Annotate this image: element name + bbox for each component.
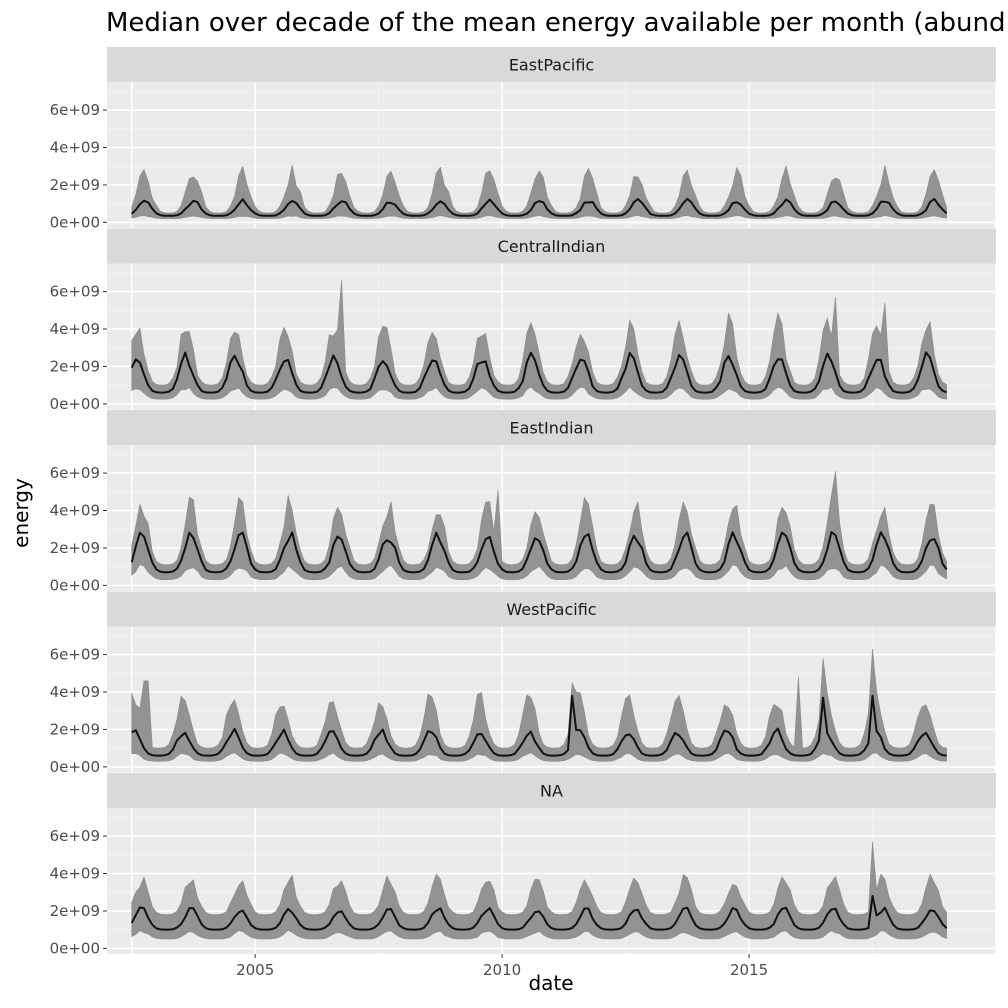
y-axis-title: energy [9, 478, 33, 548]
y-tick-label: 2e+09 [50, 902, 100, 920]
panel-eastindian: EastIndian 0e+00 2e+09 4e+09 6e+09 [50, 410, 997, 594]
y-tick-label: 0e+00 [50, 758, 100, 776]
panel-westpacific: WestPacific 0e+00 2e+09 4e+09 6e+09 [50, 591, 997, 776]
median-line [130, 531, 948, 574]
facet-strip [107, 410, 996, 445]
y-tick-label: 0e+00 [50, 939, 100, 957]
x-tick-label: 2015 [730, 961, 768, 979]
y-tick-label: 6e+09 [50, 464, 100, 482]
facet-strip [107, 773, 996, 808]
y-tick-label: 4e+09 [50, 683, 100, 701]
y-tick-label: 4e+09 [50, 865, 100, 883]
x-tick-label: 2010 [483, 961, 521, 979]
facet-strip-label: CentralIndian [498, 237, 606, 256]
facet-strip-label: EastPacific [509, 56, 594, 75]
ribbon-area [131, 280, 947, 400]
gridlines [107, 82, 997, 228]
median-line [130, 351, 947, 394]
gridlines [107, 263, 997, 410]
y-tick-label: 6e+09 [50, 283, 100, 301]
y-tick-label: 4e+09 [50, 139, 100, 157]
y-tick-label: 4e+09 [50, 320, 100, 338]
y-tick-label: 0e+00 [50, 576, 100, 594]
median-line [131, 694, 947, 757]
facet-strip-label: WestPacific [506, 600, 596, 619]
y-tick-label: 6e+09 [50, 101, 100, 119]
facet-strip [107, 228, 996, 264]
y-tick-label: 2e+09 [50, 176, 100, 194]
facet-strip [107, 591, 996, 627]
y-tick-label: 4e+09 [50, 502, 100, 520]
x-axis-title: date [528, 971, 573, 995]
y-tick-label: 2e+09 [50, 357, 100, 375]
median-line [130, 895, 948, 931]
y-tick-label: 2e+09 [50, 720, 100, 738]
panel-eastpacific: EastPacific 0e+00 2e+09 4e+09 6e+09 [50, 47, 997, 231]
x-axis: 2005 2010 2015 [236, 954, 768, 979]
y-tick-label: 0e+00 [50, 395, 100, 413]
y-tick-label: 6e+09 [50, 827, 100, 845]
ribbon-area [131, 471, 947, 581]
facet-strip-label: NA [540, 782, 563, 801]
facet-strip [107, 47, 996, 82]
panel-centralindian: CentralIndian 0e+00 2e+09 4e+09 6e+09 [50, 228, 997, 413]
y-tick-label: 6e+09 [50, 646, 100, 664]
facet-strip-label: EastIndian [510, 419, 594, 438]
panel-na: NA 0e+00 2e+09 4e+09 6e+09 [50, 773, 997, 957]
chart-title: Median over decade of the mean energy av… [106, 8, 1005, 38]
y-tick-label: 2e+09 [50, 539, 100, 557]
panels: EastPacific0e+002e+094e+096e+09CentralIn… [50, 47, 997, 957]
median-line [131, 197, 948, 217]
y-tick-label: 0e+00 [50, 213, 100, 231]
x-tick-label: 2005 [236, 961, 274, 979]
